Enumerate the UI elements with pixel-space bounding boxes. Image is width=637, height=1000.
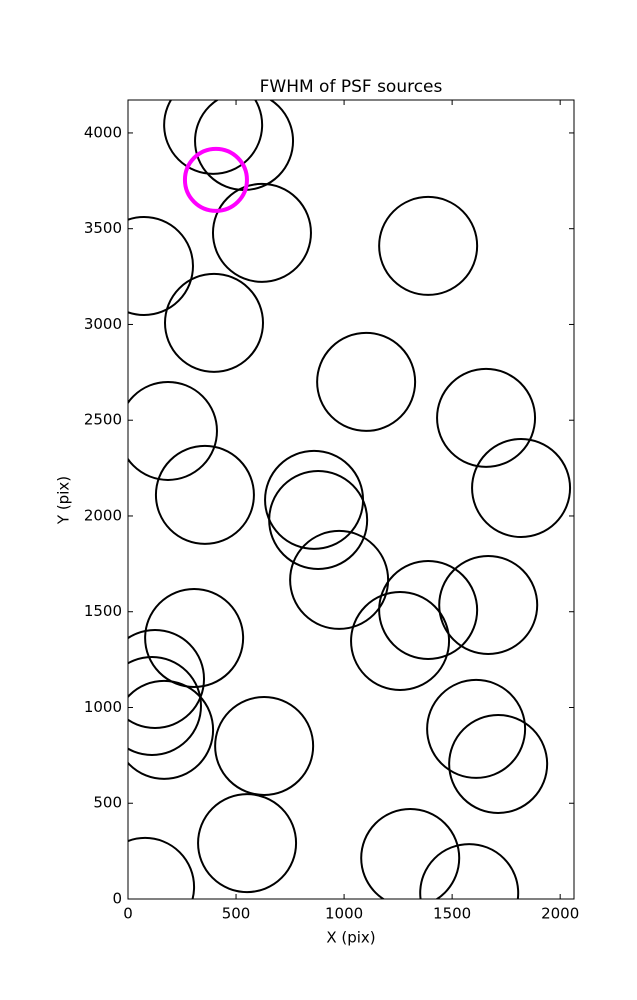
psf-source bbox=[144, 587, 245, 688]
psf-source bbox=[419, 843, 520, 899]
x-tick-label: 1000 bbox=[325, 905, 363, 923]
psf-source bbox=[471, 438, 572, 539]
x-axis-label: X (pix) bbox=[326, 929, 375, 947]
psf-source bbox=[378, 195, 479, 296]
plot-frame bbox=[127, 99, 575, 900]
y-tick-label: 0 bbox=[112, 890, 122, 908]
psf-source bbox=[194, 100, 295, 191]
psf-source bbox=[316, 331, 417, 432]
y-tick-label: 1000 bbox=[84, 698, 122, 716]
psf-source bbox=[128, 380, 218, 481]
psf-source bbox=[378, 560, 479, 661]
psf-source bbox=[154, 444, 255, 545]
plot-area bbox=[128, 100, 572, 899]
psf-source bbox=[128, 216, 194, 317]
y-tick-label: 3000 bbox=[84, 315, 122, 333]
chart-title: FWHM of PSF sources bbox=[260, 77, 443, 97]
psf-source bbox=[264, 449, 365, 550]
y-axis-label: Y (pix) bbox=[55, 476, 73, 525]
x-tick-label: 1500 bbox=[433, 905, 471, 923]
x-tick-label: 0 bbox=[123, 905, 133, 923]
psf-source bbox=[128, 836, 196, 899]
psf-source bbox=[128, 679, 215, 780]
psf-source bbox=[128, 628, 205, 729]
psf-source bbox=[214, 695, 315, 796]
psf-source bbox=[197, 793, 298, 894]
psf-source bbox=[211, 182, 312, 283]
psf-source bbox=[268, 469, 369, 570]
y-tick-label: 2500 bbox=[84, 411, 122, 429]
psf-source bbox=[426, 678, 527, 779]
psf-source bbox=[128, 655, 202, 756]
y-tick-label: 3500 bbox=[84, 219, 122, 237]
psf-source bbox=[360, 808, 461, 899]
x-tick-label: 500 bbox=[222, 905, 251, 923]
psf-source bbox=[438, 555, 539, 656]
x-tick-label: 2000 bbox=[541, 905, 579, 923]
y-tick-label: 500 bbox=[93, 794, 122, 812]
y-tick-label: 1500 bbox=[84, 602, 122, 620]
y-tick-label: 4000 bbox=[84, 123, 122, 141]
psf-source bbox=[163, 100, 264, 175]
y-tick-label: 2000 bbox=[84, 506, 122, 524]
psf-source bbox=[164, 272, 265, 373]
psf-source bbox=[182, 146, 249, 213]
psf-source bbox=[289, 529, 390, 630]
psf-source bbox=[436, 367, 537, 468]
psf-source bbox=[448, 713, 549, 814]
psf-source bbox=[350, 591, 451, 692]
